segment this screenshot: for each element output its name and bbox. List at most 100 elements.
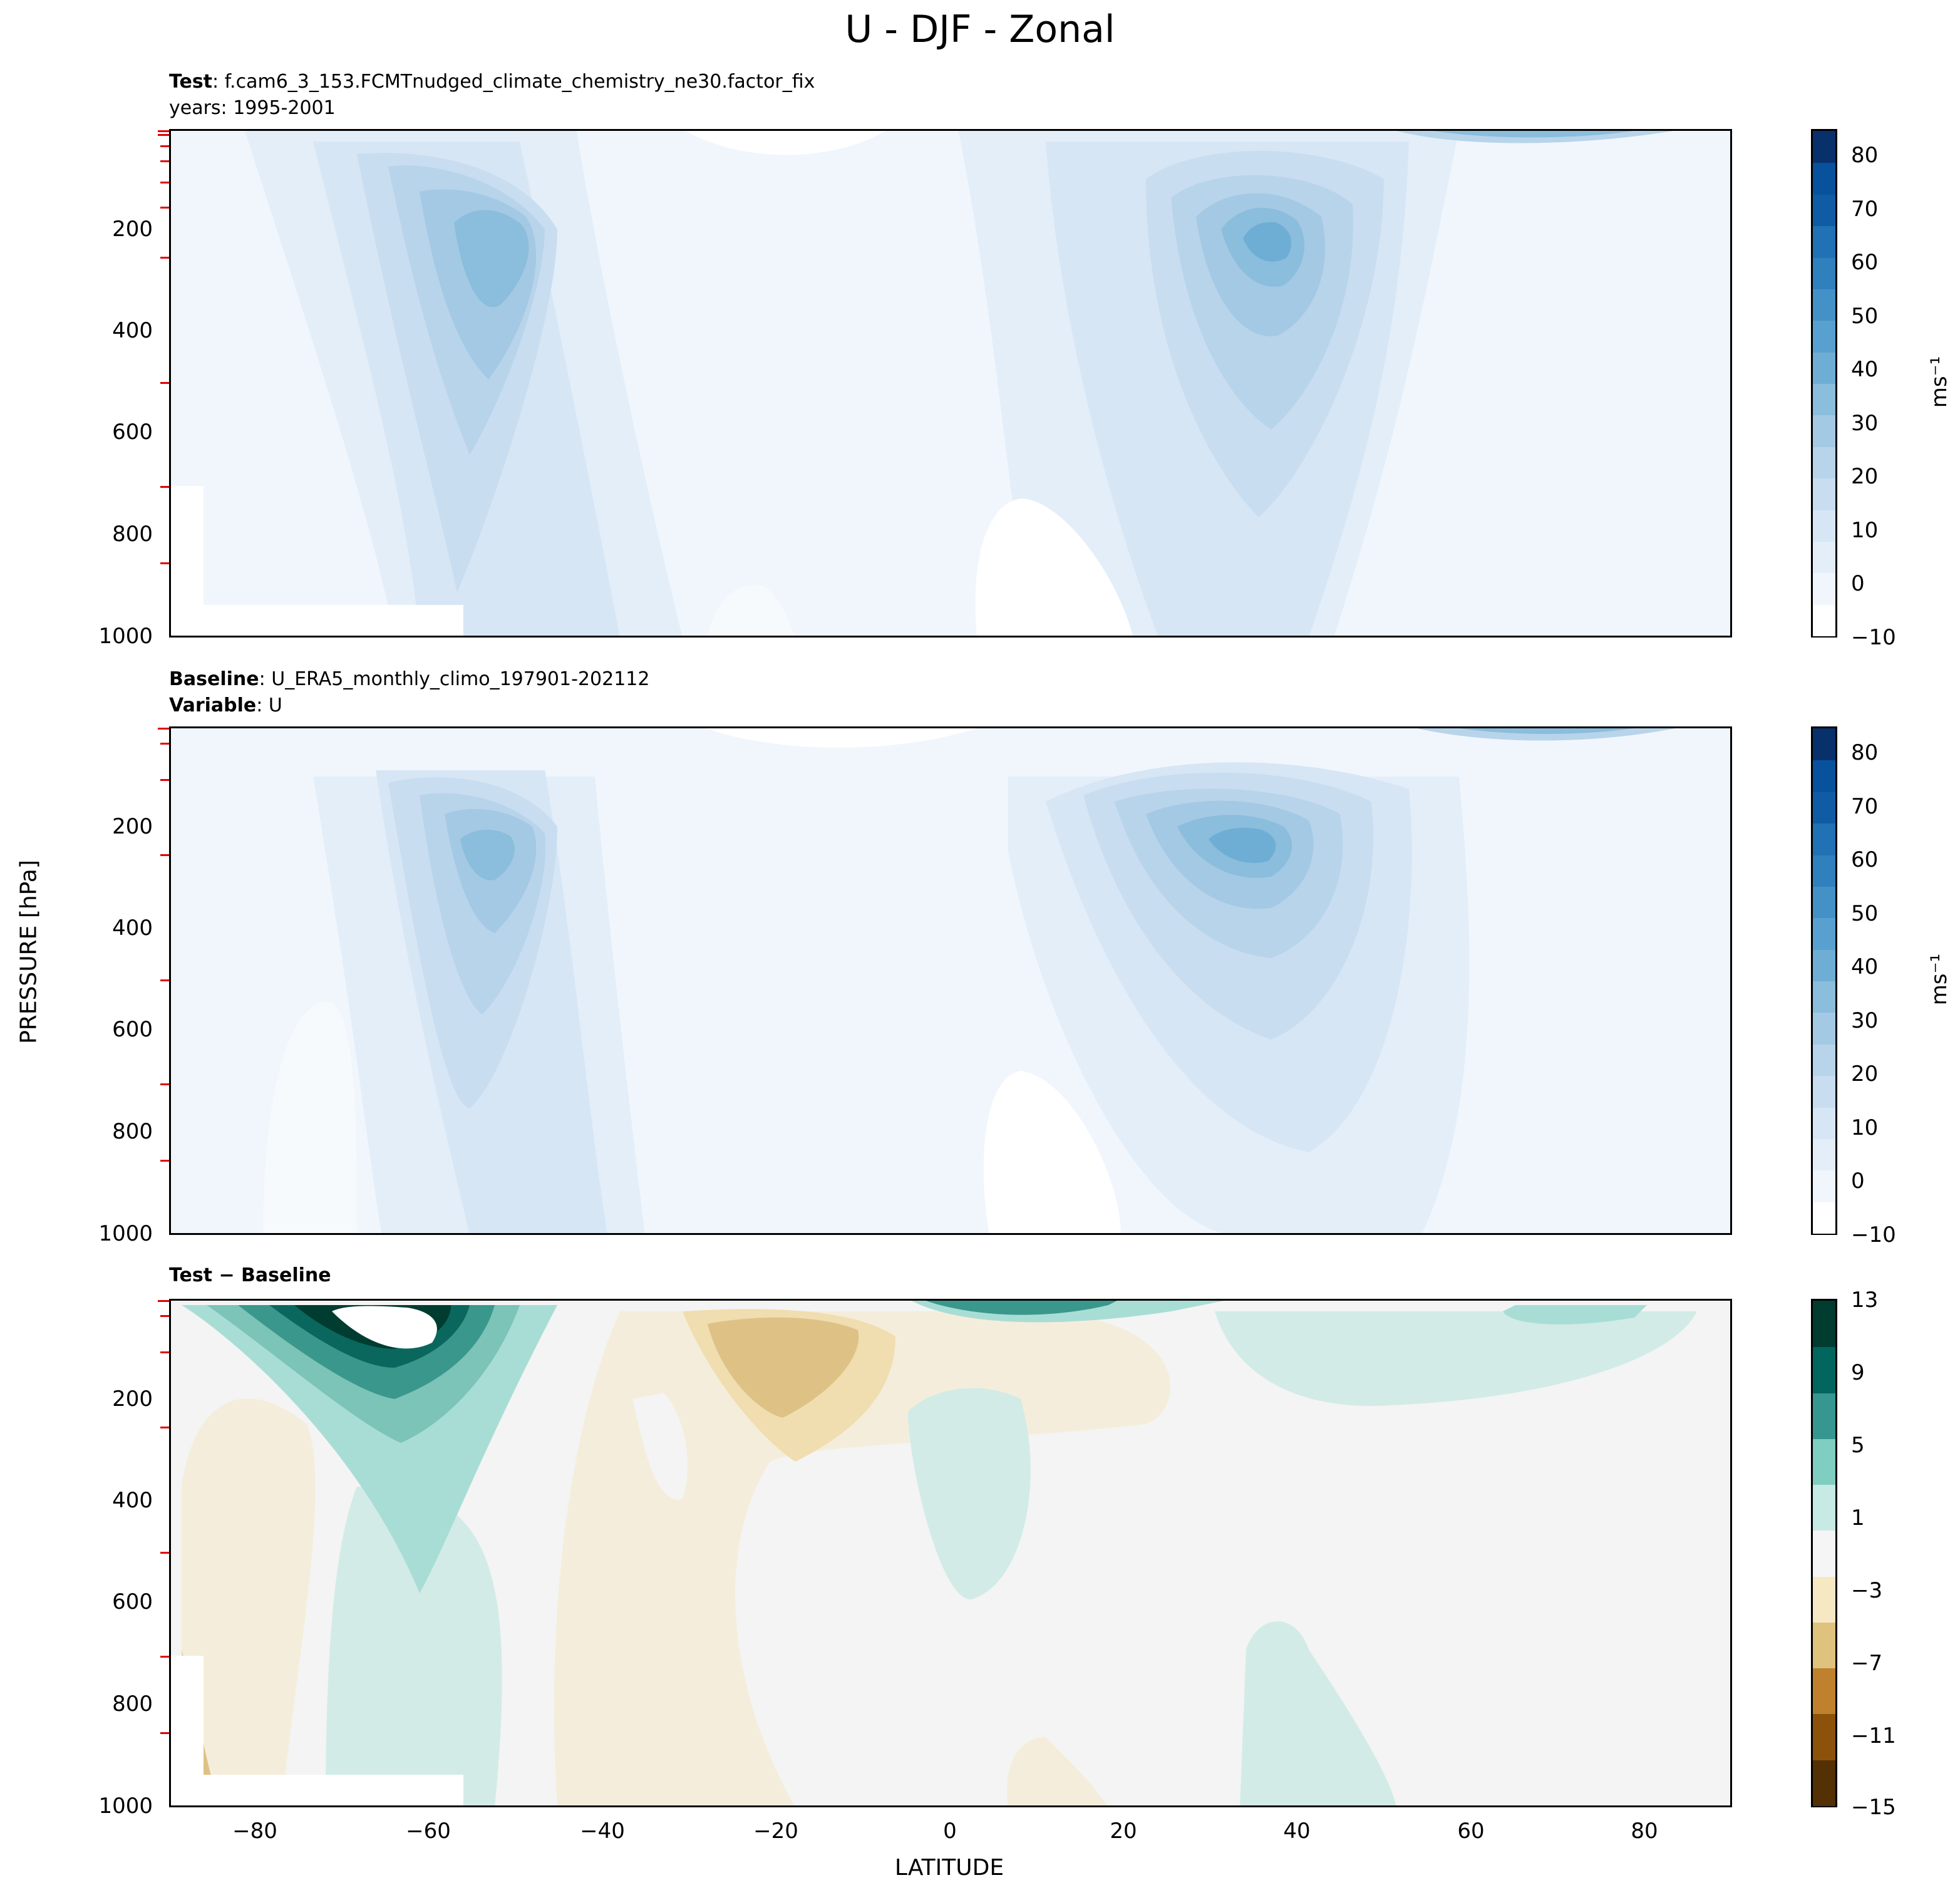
level-marker	[160, 207, 169, 209]
colorbar-segment	[1813, 1530, 1835, 1577]
colorbar-tick-label: −10	[1851, 625, 1896, 650]
colorbar-segment	[1813, 981, 1835, 1013]
test-colorbar-label: ms⁻¹	[1927, 356, 1952, 408]
y-tick-label: 600	[112, 1017, 153, 1042]
test-plot-area	[169, 129, 1732, 638]
colorbar-segment	[1813, 1170, 1835, 1202]
test-contour-field	[169, 129, 1732, 638]
level-marker	[160, 1351, 169, 1353]
colorbar-segment	[1813, 288, 1835, 321]
colorbar-segment	[1813, 1392, 1835, 1439]
y-tick-label: 600	[112, 1589, 153, 1614]
colorbar-tick-label: 30	[1851, 1008, 1879, 1033]
level-marker	[160, 1315, 169, 1317]
colorbar-segment	[1813, 572, 1835, 605]
colorbar-segment	[1813, 760, 1835, 792]
colorbar-segment	[1813, 1346, 1835, 1393]
colorbar-tick-label: −7	[1851, 1651, 1883, 1676]
colorbar-segment	[1813, 728, 1835, 761]
y-tick-label: 1000	[98, 1221, 153, 1246]
y-tick-label: 1000	[98, 1794, 153, 1819]
colorbar-tick-label: 80	[1851, 143, 1879, 168]
colorbar-tick-label: 20	[1851, 464, 1879, 489]
colorbar-tick-label: 10	[1851, 1115, 1879, 1140]
y-tick-label: 800	[112, 1119, 153, 1144]
colorbar-segment	[1813, 854, 1835, 887]
colorbar-segment	[1813, 540, 1835, 574]
level-marker	[160, 1732, 169, 1734]
difference-plot-area	[169, 1299, 1732, 1807]
difference-colorbar	[1811, 1299, 1837, 1807]
figure-title: U - DJF - Zonal	[845, 8, 1115, 51]
colorbar-segment	[1813, 1012, 1835, 1045]
level-marker	[160, 257, 169, 259]
level-marker	[160, 1656, 169, 1658]
colorbar-segment	[1813, 509, 1835, 542]
colorbar-tick-label: 0	[1851, 571, 1865, 596]
y-tick-label: 600	[112, 420, 153, 445]
x-tick-label: 60	[1457, 1819, 1485, 1844]
test-panel-title: Test: f.cam6_3_153.FCMTnudged_climate_ch…	[169, 71, 815, 119]
baseline-contour-field	[169, 726, 1732, 1235]
x-axis-label: LATITUDE	[894, 1855, 1004, 1881]
colorbar-segment	[1813, 1201, 1835, 1234]
x-tick-label: 80	[1631, 1819, 1658, 1844]
level-marker	[160, 779, 169, 781]
colorbar-segment	[1813, 885, 1835, 919]
colorbar-segment	[1813, 257, 1835, 289]
colorbar-tick-label: 40	[1851, 357, 1879, 382]
colorbar-segment	[1813, 320, 1835, 353]
colorbar-tick-label: 60	[1851, 847, 1879, 872]
y-tick-label: 400	[112, 916, 153, 941]
colorbar-segment	[1813, 1713, 1835, 1760]
colorbar-tick-label: 70	[1851, 794, 1879, 819]
colorbar-tick-label: 5	[1851, 1433, 1865, 1458]
colorbar-segment	[1813, 194, 1835, 227]
colorbar-tick-label: 9	[1851, 1360, 1865, 1385]
colorbar-tick-label: 13	[1851, 1288, 1879, 1313]
colorbar-tick-label: 1	[1851, 1505, 1865, 1531]
colorbar-tick-label: 60	[1851, 250, 1879, 275]
colorbar-segment	[1813, 1043, 1835, 1076]
colorbar-tick-label: 0	[1851, 1169, 1865, 1194]
y-tick-label: 1000	[98, 624, 153, 649]
colorbar-segment	[1813, 478, 1835, 510]
baseline-panel-title: Baseline: U_ERA5_monthly_climo_197901-20…	[169, 668, 650, 716]
colorbar-tick-label: 70	[1851, 197, 1879, 222]
difference-contour-field	[169, 1299, 1732, 1807]
colorbar-segment	[1813, 791, 1835, 824]
colorbar-tick-label: 40	[1851, 954, 1879, 979]
colorbar-segment	[1813, 1301, 1835, 1348]
colorbar-segment	[1813, 446, 1835, 479]
x-tick-label: −60	[406, 1819, 451, 1844]
level-marker	[160, 1427, 169, 1428]
y-tick-label: 800	[112, 522, 153, 547]
colorbar-segment	[1813, 131, 1835, 163]
colorbar-segment	[1813, 1484, 1835, 1531]
level-marker	[160, 145, 169, 147]
colorbar-segment	[1813, 225, 1835, 258]
x-tick-label: 40	[1283, 1819, 1311, 1844]
colorbar-segment	[1813, 1438, 1835, 1485]
level-marker	[160, 1552, 169, 1554]
colorbar-segment	[1813, 1075, 1835, 1108]
level-marker	[158, 728, 169, 730]
baseline-colorbar	[1811, 726, 1837, 1235]
colorbar-segment	[1813, 1621, 1835, 1669]
colorbar-segment	[1813, 351, 1835, 384]
level-marker	[160, 1160, 169, 1162]
colorbar-tick-label: 10	[1851, 518, 1879, 543]
colorbar-tick-label: 30	[1851, 411, 1879, 436]
level-marker	[160, 182, 169, 183]
y-tick-label: 400	[112, 1488, 153, 1513]
colorbar-segment	[1813, 383, 1835, 416]
x-tick-label: 0	[943, 1819, 957, 1844]
difference-panel-title: Test − Baseline	[169, 1264, 331, 1286]
level-marker	[160, 1083, 169, 1085]
colorbar-tick-label: −3	[1851, 1578, 1883, 1603]
y-tick-label: 400	[112, 318, 153, 343]
colorbar-tick-label: −15	[1851, 1795, 1896, 1820]
x-tick-label: −40	[580, 1819, 625, 1844]
colorbar-segment	[1813, 949, 1835, 981]
colorbar-tick-label: −10	[1851, 1222, 1896, 1247]
